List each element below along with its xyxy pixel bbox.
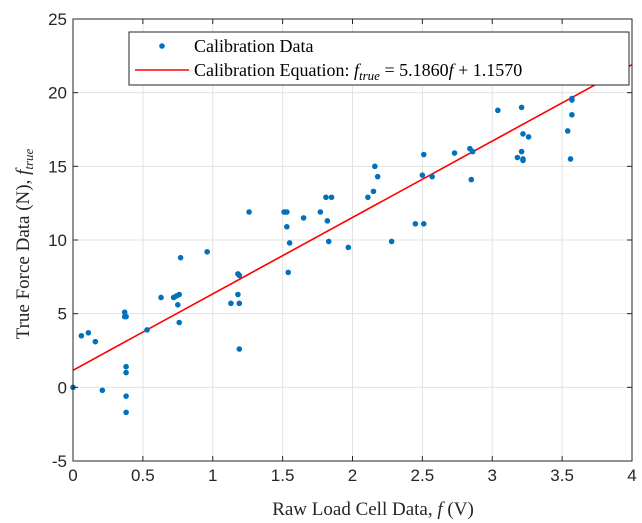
data-point <box>420 151 427 158</box>
data-point <box>469 148 476 155</box>
data-point <box>284 223 290 230</box>
data-point <box>345 244 352 251</box>
x-tick-label: 3.5 <box>550 466 574 485</box>
data-point <box>284 209 290 215</box>
y-axis-label-var: f <box>13 167 34 175</box>
data-point <box>285 269 292 276</box>
data-point <box>177 254 184 261</box>
data-point <box>123 369 129 376</box>
x-tick-label: 2.5 <box>411 466 435 485</box>
data-point <box>525 134 532 140</box>
data-point <box>328 194 335 201</box>
data-point <box>246 209 252 215</box>
data-point <box>429 173 435 180</box>
legend-fit-f2: f <box>449 60 457 80</box>
data-point <box>175 302 181 308</box>
data-point <box>325 238 332 245</box>
y-tick-label: 15 <box>48 157 67 176</box>
data-point <box>420 220 427 227</box>
data-point <box>78 332 85 339</box>
legend-label-fit: Calibration Equation: ftrue = 5.1860f + … <box>194 60 522 83</box>
data-point <box>204 248 210 255</box>
y-axis-label-part1: True Force Data (N), <box>13 175 34 339</box>
data-point <box>468 176 475 183</box>
data-point <box>451 150 458 156</box>
data-point <box>85 330 92 336</box>
data-point <box>123 409 129 416</box>
data-point <box>236 272 243 279</box>
data-point <box>495 107 501 114</box>
x-tick-label: 1 <box>208 466 217 485</box>
data-point <box>121 309 128 315</box>
legend-label-points: Calibration Data <box>194 36 313 56</box>
data-point <box>370 188 377 195</box>
legend-fit-prefix: Calibration Equation: <box>194 60 354 80</box>
legend-fit-f: f <box>354 60 362 80</box>
x-tick-label: 3 <box>488 466 497 485</box>
data-point <box>92 338 99 345</box>
data-point <box>520 156 526 162</box>
y-tick-label: 25 <box>48 10 67 29</box>
y-axis-label: True Force Data (N), ftrue <box>13 148 36 339</box>
x-tick-label: 0.5 <box>131 466 155 485</box>
data-point <box>228 300 234 307</box>
data-point <box>388 238 395 245</box>
y-tick-label: 10 <box>48 231 67 250</box>
data-point <box>567 156 574 162</box>
data-point <box>518 148 525 155</box>
y-tick-label: 0 <box>58 378 67 397</box>
data-point <box>324 218 331 224</box>
data-point <box>235 291 241 298</box>
data-point <box>123 363 129 370</box>
x-axis-label-var: f <box>437 499 445 520</box>
y-tick-label: -5 <box>52 452 67 471</box>
data-point <box>365 194 371 201</box>
fit-line-layer <box>72 63 633 371</box>
data-point <box>176 319 183 326</box>
data-point <box>286 240 293 246</box>
data-point <box>236 346 243 352</box>
x-axis-label-part1: Raw Load Cell Data, <box>272 499 437 520</box>
x-axis-label-unit: (V) <box>443 499 474 520</box>
data-point <box>123 393 129 399</box>
data-point <box>412 220 419 227</box>
legend-fit-eq2: + 1.1570 <box>454 60 523 80</box>
data-point <box>144 327 150 333</box>
x-tick-label: 4 <box>627 466 636 485</box>
legend-fit-eq1: = 5.1860 <box>380 60 449 80</box>
data-point <box>323 194 329 201</box>
data-point <box>520 131 526 137</box>
data-point <box>236 300 243 307</box>
legend-fit-sub: true <box>359 68 380 83</box>
data-point <box>518 104 525 111</box>
data-point <box>374 173 381 180</box>
data-point <box>300 215 307 221</box>
data-point <box>317 209 324 215</box>
y-tick-label: 20 <box>48 84 67 103</box>
data-point <box>176 291 183 298</box>
data-point <box>99 387 106 394</box>
legend: Calibration Data Calibration Equation: f… <box>128 31 630 86</box>
data-point <box>564 128 571 134</box>
x-axis-label: Raw Load Cell Data, f (V) <box>272 499 474 520</box>
x-tick-label: 2 <box>348 466 357 485</box>
data-point <box>569 97 575 103</box>
data-point <box>123 313 129 320</box>
fit-line <box>72 63 633 371</box>
data-point <box>419 172 426 178</box>
data-point <box>372 163 378 170</box>
data-point <box>158 294 164 301</box>
legend-marker-points <box>159 43 165 49</box>
legend-box <box>128 31 630 86</box>
x-tick-label: 0 <box>68 466 77 485</box>
y-axis-label-sub: true <box>21 148 36 169</box>
data-point <box>569 111 575 118</box>
y-tick-label: 5 <box>58 305 67 324</box>
data-point <box>514 154 521 161</box>
x-tick-label: 1.5 <box>271 466 295 485</box>
